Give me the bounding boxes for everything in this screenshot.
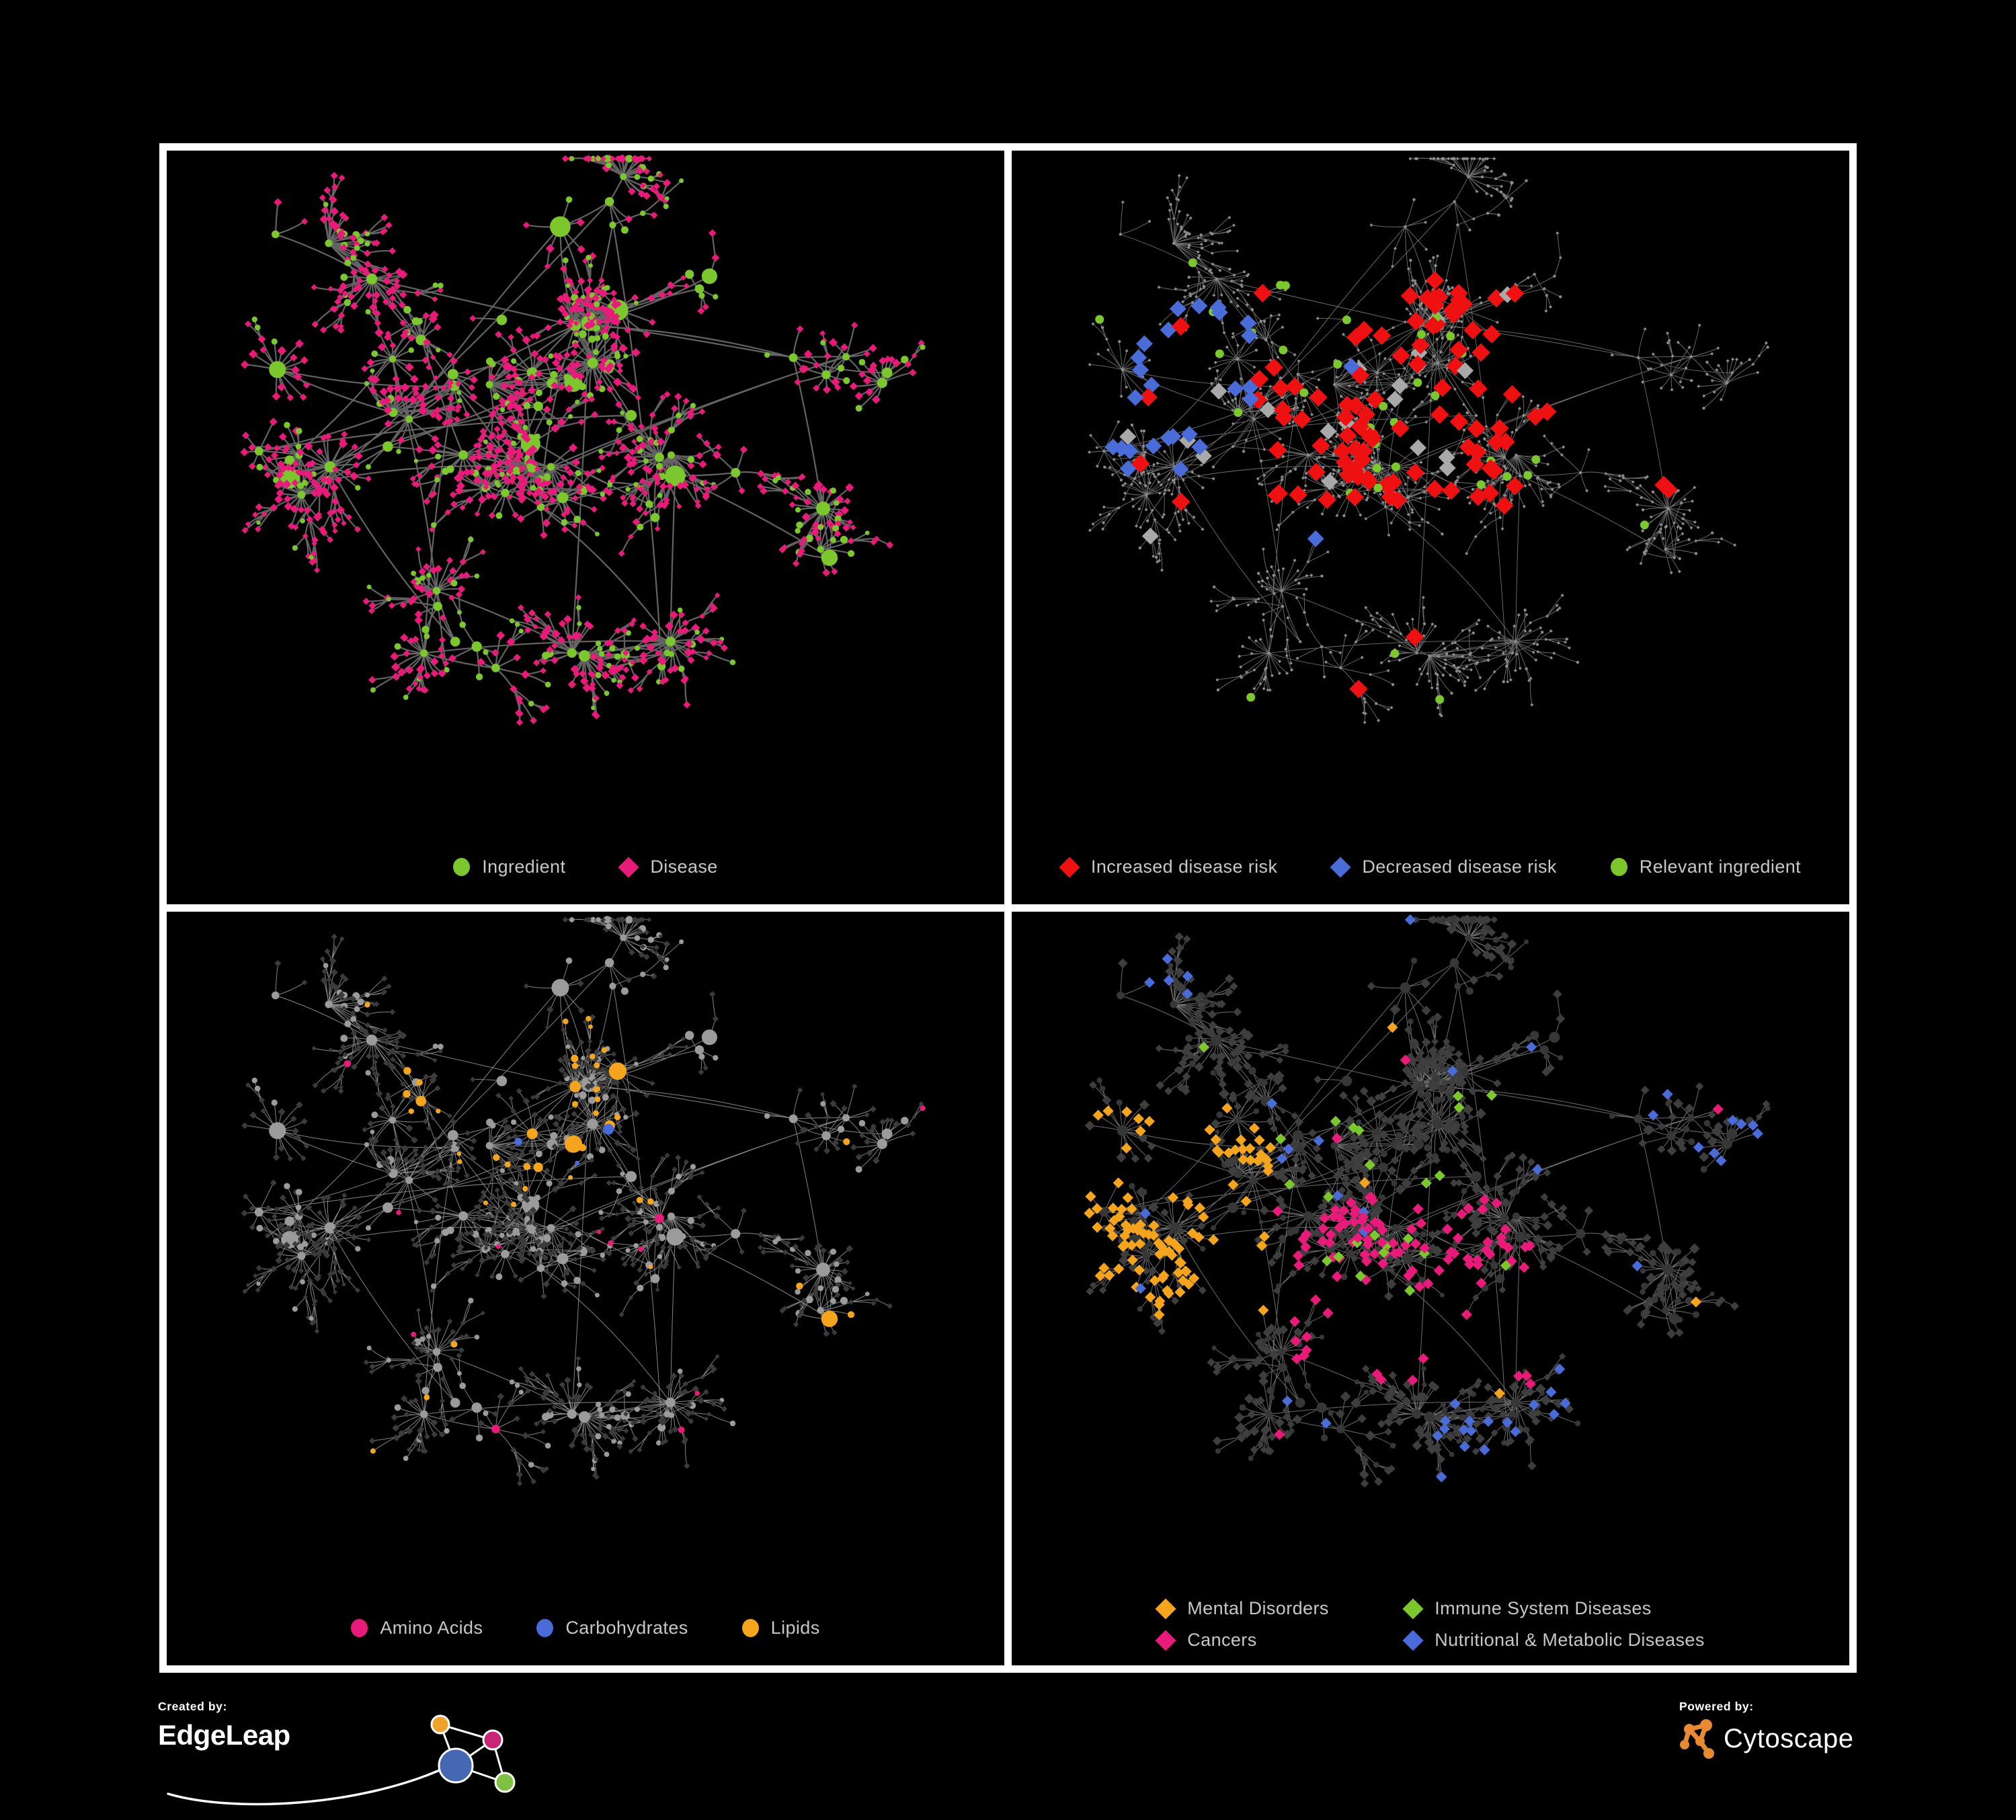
created-by-label: Created by: xyxy=(158,1700,227,1713)
graph-nodes xyxy=(241,916,924,1487)
edgeleap-credit: Created by: EdgeLeap xyxy=(158,1700,534,1817)
legend-item: Ingredient xyxy=(453,857,565,877)
legend-marker-circle-icon xyxy=(351,1619,368,1637)
legend-ingredient-class: Amino Acids Carbohydrates Lipids xyxy=(167,1618,1004,1638)
legend-item: Carbohydrates xyxy=(536,1618,688,1638)
legend-item: Cancers xyxy=(1155,1629,1404,1651)
legend-label: Lipids xyxy=(770,1618,820,1638)
network-graph-disease-class xyxy=(1084,914,1771,1488)
network-graph-ingredient-class xyxy=(241,916,926,1487)
legend-item: Decreased disease risk xyxy=(1330,856,1557,878)
legend-marker-diamond-icon xyxy=(1155,1597,1176,1620)
legend-label: Cancers xyxy=(1187,1630,1257,1650)
graph-highlight-nodes xyxy=(1095,258,1678,704)
legend-label: Ingredient xyxy=(482,857,566,877)
legend-label: Disease xyxy=(650,857,718,877)
panel-disease-class: Mental Disorders Immune System Diseases Ca… xyxy=(1012,912,1849,1665)
legend-ingredient-disease: Ingredient Disease xyxy=(167,856,1004,878)
legend-marker-circle-icon xyxy=(536,1619,554,1637)
network-graph-disease-risk xyxy=(1088,157,1769,724)
legend-marker-circle-icon xyxy=(453,858,471,876)
legend-label: Relevant ingredient xyxy=(1639,857,1802,877)
legend-marker-diamond-icon xyxy=(618,856,639,878)
legend-marker-circle-icon xyxy=(741,1619,759,1637)
legend-item: Nutritional & Metabolic Diseases xyxy=(1402,1629,1705,1651)
legend-item: Relevant ingredient xyxy=(1610,857,1802,877)
legend-marker-circle-icon xyxy=(1610,858,1627,876)
figure-frame: Ingredient Disease Increased disease risk… xyxy=(159,143,1857,1673)
legend-item: Increased disease risk xyxy=(1059,856,1278,878)
network-graph-ingredient-disease xyxy=(240,154,926,726)
legend-label: Mental Disorders xyxy=(1187,1598,1329,1618)
legend-label: Carbohydrates xyxy=(565,1618,688,1638)
legend-item: Mental Disorders xyxy=(1155,1597,1404,1620)
legend-label: Immune System Diseases xyxy=(1435,1598,1652,1618)
panel-ingredient-class: Amino Acids Carbohydrates Lipids xyxy=(167,912,1004,1665)
powered-by-label: Powered by: xyxy=(1679,1700,1754,1713)
legend-marker-diamond-icon xyxy=(1059,856,1080,878)
legend-label: Decreased disease risk xyxy=(1362,857,1557,877)
panel-disease-risk: Increased disease risk Decreased disease … xyxy=(1012,151,1849,904)
graph-nodes xyxy=(1084,914,1771,1488)
legend-marker-diamond-icon xyxy=(1155,1629,1176,1651)
cytoscape-credit: Powered by: Cytoscape xyxy=(1679,1700,1867,1817)
graph-nodes xyxy=(240,154,926,726)
cytoscape-logo-icon xyxy=(1680,1719,1714,1759)
graph-highlight-nodes xyxy=(1084,914,1763,1482)
legend-item: Immune System Diseases xyxy=(1402,1597,1704,1620)
legend-item: Lipids xyxy=(741,1618,820,1638)
panel-ingredient-disease: Ingredient Disease xyxy=(167,151,1004,904)
legend-marker-diamond-icon xyxy=(1330,856,1351,878)
legend-item: Amino Acids xyxy=(351,1618,483,1638)
legend-label: Amino Acids xyxy=(380,1618,483,1638)
legend-label: Nutritional & Metabolic Diseases xyxy=(1435,1630,1705,1650)
legend-item: Disease xyxy=(618,856,718,878)
legend-disease-class: Mental Disorders Immune System Diseases Ca… xyxy=(1155,1597,1705,1651)
edgeleap-logo-icon xyxy=(167,1714,516,1806)
legend-label: Increased disease risk xyxy=(1090,857,1278,877)
legend-disease-risk: Increased disease risk Decreased disease … xyxy=(1012,856,1849,878)
edgeleap-wordmark: EdgeLeap xyxy=(158,1719,290,1751)
cytoscape-wordmark: Cytoscape xyxy=(1724,1723,1854,1753)
legend-marker-diamond-icon xyxy=(1402,1629,1424,1651)
graph-highlight-nodes xyxy=(344,1002,926,1454)
legend-marker-diamond-icon xyxy=(1402,1597,1424,1620)
